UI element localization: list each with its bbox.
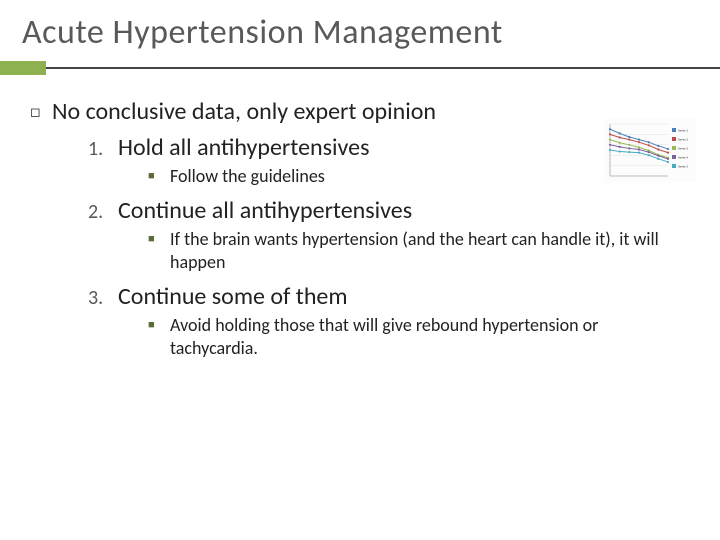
svg-text:Series 5: Series 5 (678, 165, 688, 169)
item-text: Hold all antihypertensives (118, 133, 369, 163)
filled-square-icon: ■ (148, 165, 170, 187)
title-rule (0, 61, 720, 75)
square-bullet-icon: □ (30, 97, 52, 125)
numbered-item: 2. Continue all antihypertensives (88, 196, 698, 226)
slide: Acute Hypertension Management □ No concl… (0, 0, 720, 540)
item-number: 2. (88, 200, 118, 224)
item-text: Continue all antihypertensives (118, 196, 412, 226)
filled-square-icon: ■ (148, 228, 170, 250)
item-text: Continue some of them (118, 282, 348, 312)
accent-bar (0, 61, 46, 75)
numbered-item: 3. Continue some of them (88, 282, 698, 312)
filled-square-icon: ■ (148, 314, 170, 336)
sub-bullet-text: Follow the guidelines (170, 165, 325, 188)
svg-text:Series 1: Series 1 (678, 129, 688, 133)
sub-bullet: ■ If the brain wants hypertension (and t… (148, 228, 698, 274)
sub-bullet-text: If the brain wants hypertension (and the… (170, 228, 690, 274)
svg-text:Series 4: Series 4 (678, 156, 688, 160)
rule-line (46, 67, 720, 75)
item-number: 1. (88, 137, 118, 161)
bullet-lvl1: □ No conclusive data, only expert opinio… (30, 97, 698, 127)
bullet-lvl1-text: No conclusive data, only expert opinion (52, 97, 436, 127)
svg-text:Series 3: Series 3 (678, 147, 688, 151)
svg-text:Series 2: Series 2 (678, 138, 688, 142)
item-number: 3. (88, 286, 118, 310)
mini-chart: Series 1 Series 2 Series 3 Series 4 Series 5 (604, 118, 696, 182)
sub-bullet-text: Avoid holding those that will give rebou… (170, 314, 690, 360)
slide-title: Acute Hypertension Management (0, 0, 720, 59)
sub-bullet: ■ Avoid holding those that will give reb… (148, 314, 698, 360)
mini-chart-svg: Series 1 Series 2 Series 3 Series 4 Series 5 (604, 118, 696, 182)
